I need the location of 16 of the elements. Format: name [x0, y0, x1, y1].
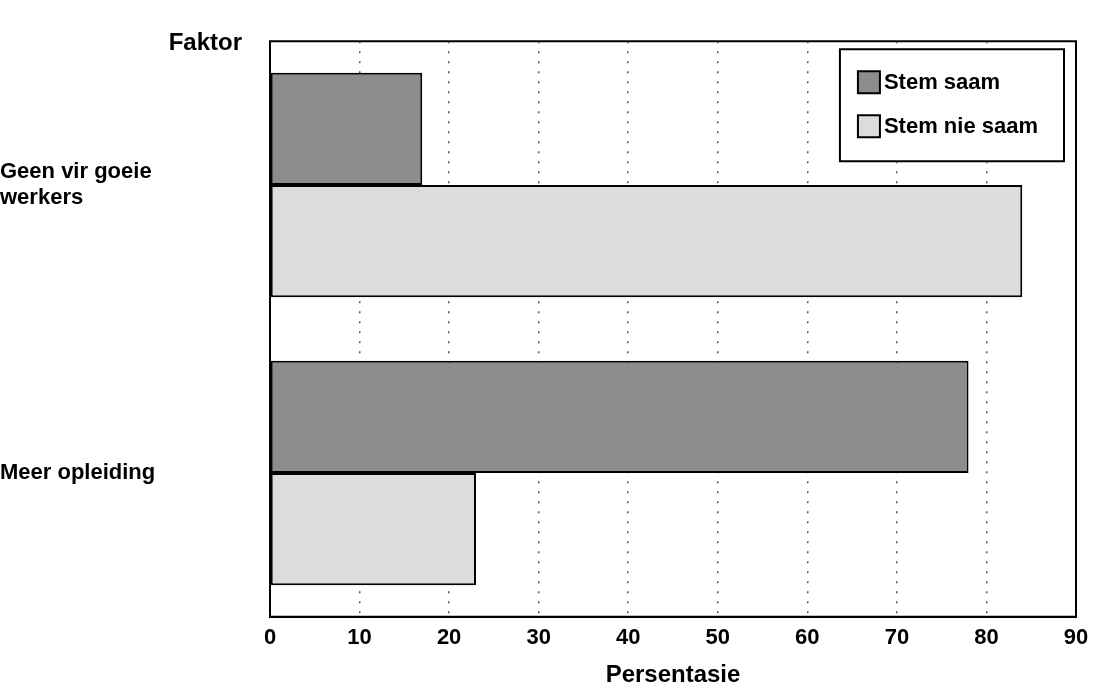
x-tick-label: 20 — [436, 624, 462, 650]
x-tick-label: 50 — [705, 624, 731, 650]
x-tick-label: 40 — [615, 624, 641, 650]
x-tick-label: 80 — [974, 624, 999, 650]
x-tick-label: 0 — [263, 624, 277, 650]
y-tick-label: Geen vir goeie werkers — [0, 157, 152, 210]
x-tick-label: 30 — [526, 624, 551, 650]
x-tick-label: 90 — [1063, 624, 1089, 650]
x-tick-label: 70 — [884, 624, 910, 650]
legend-label: Stem saam — [883, 69, 1001, 95]
y-axis-title: Faktor — [168, 27, 242, 55]
legend-label: Stem nie saam — [883, 113, 1038, 139]
x-tick-label: 60 — [795, 624, 820, 650]
x-axis-title: Persentasie — [605, 660, 741, 688]
x-tick-label: 10 — [347, 624, 372, 650]
y-tick-label: Meer opleiding — [0, 458, 156, 484]
